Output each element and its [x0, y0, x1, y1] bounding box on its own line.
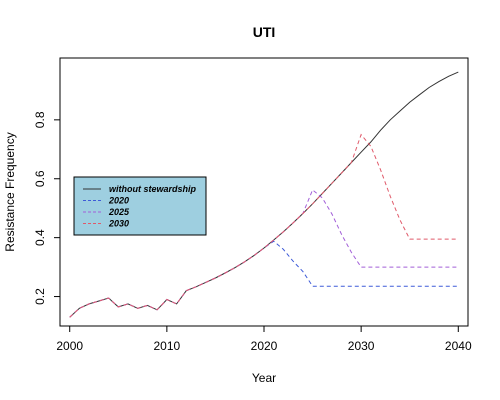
x-tick-label: 2030: [348, 339, 375, 353]
legend-label: 2025: [108, 207, 130, 217]
series-line-2030: [69, 133, 459, 318]
y-axis-label: Resistance Frequency: [3, 132, 17, 251]
legend-box: [73, 176, 207, 236]
legend-label: without stewardship: [109, 184, 197, 194]
series-layer: [69, 71, 459, 318]
x-axis: 2000 2010 2020 2030 2040: [56, 326, 472, 353]
legend-label: 2030: [108, 219, 129, 229]
y-tick-label: 0.2: [33, 288, 47, 305]
x-tick-label: 2010: [154, 339, 181, 353]
chart-title: UTI: [253, 24, 276, 40]
y-axis: 0.2 0.4 0.6 0.8: [33, 111, 60, 305]
x-tick-label: 2000: [56, 339, 83, 353]
x-tick-label: 2040: [445, 339, 472, 353]
x-axis-label: Year: [252, 371, 276, 385]
y-tick-label: 0.4: [33, 229, 47, 246]
series-line-without-stewardship: [69, 71, 459, 318]
x-tick-label: 2020: [251, 339, 278, 353]
series-line-2020: [69, 240, 459, 318]
legend-label: 2020: [108, 196, 129, 206]
y-tick-label: 0.8: [33, 111, 47, 128]
y-tick-label: 0.6: [33, 170, 47, 187]
